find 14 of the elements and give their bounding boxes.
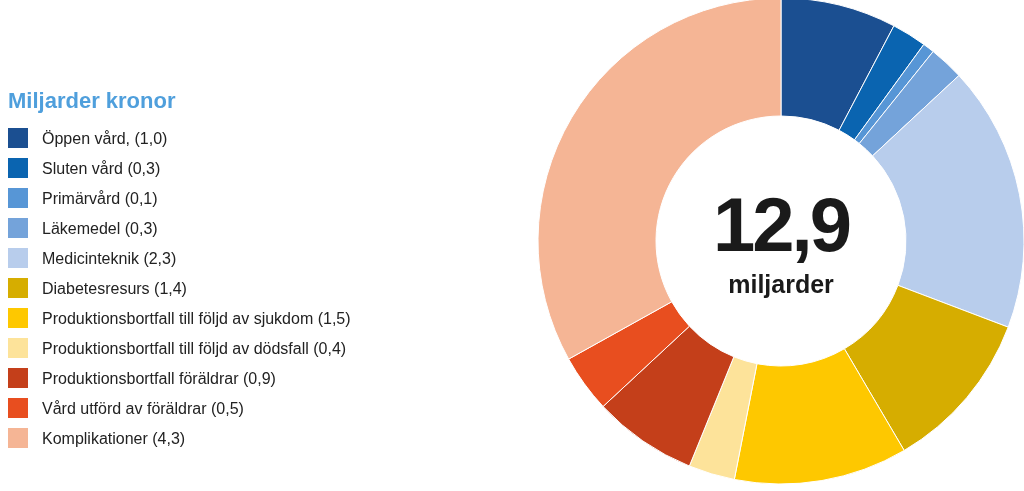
legend-label: Produktionsbortfall till följd av dödsfall (0,4) <box>42 340 347 357</box>
legend-title: Miljarder kronor <box>8 88 176 113</box>
legend-label: Vård utförd av föräldrar (0,5) <box>42 400 244 417</box>
legend-label: Läkemedel (0,3) <box>42 220 158 237</box>
legend-label: Produktionsbortfall till följd av sjukdom (1,5) <box>42 310 351 327</box>
legend-label: Primärvård (0,1) <box>42 190 158 207</box>
legend-label: Diabetesresurs (1,4) <box>42 280 187 297</box>
legend-label: Öppen vård, (1,0) <box>42 130 168 147</box>
legend-label: Komplikationer (4,3) <box>42 430 186 447</box>
legend-label: Sluten vård (0,3) <box>42 160 161 177</box>
text: miljarder <box>728 270 835 298</box>
legend-label: Produktionsbortfall föräldrar (0,9) <box>42 370 276 387</box>
text: 12,9 <box>713 182 850 267</box>
legend-label: Medicinteknik (2,3) <box>42 250 177 267</box>
